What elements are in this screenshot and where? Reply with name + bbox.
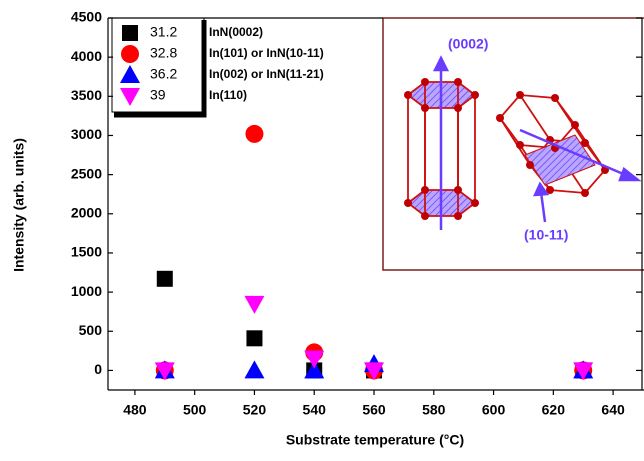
y-tick-label: 4500 xyxy=(71,9,102,25)
x-tick-label: 600 xyxy=(482,402,506,418)
x-tick-label: 500 xyxy=(183,402,207,418)
legend-label: In(110) xyxy=(209,88,247,102)
legend-value: 36.2 xyxy=(150,66,177,82)
y-tick-label: 2000 xyxy=(71,204,102,220)
legend-value: 39 xyxy=(150,87,166,103)
marker xyxy=(244,360,264,378)
legend-label: InN(0002) xyxy=(209,25,263,39)
page: {"chart_data": {"type": "scatter", "xlab… xyxy=(0,0,644,461)
x-tick-label: 520 xyxy=(243,402,267,418)
marker xyxy=(121,45,139,63)
x-tick-label: 620 xyxy=(542,402,566,418)
legend-value: 32.8 xyxy=(150,45,177,61)
y-axis-title: Intensity (arb. units) xyxy=(11,138,27,272)
y-tick-label: 4000 xyxy=(71,48,102,64)
x-tick-label: 540 xyxy=(303,402,327,418)
legend-value: 31.2 xyxy=(150,24,177,40)
y-tick-label: 1500 xyxy=(71,244,102,260)
marker xyxy=(245,125,263,143)
legend-label: In(101) or InN(10-11) xyxy=(209,46,324,60)
y-tick-label: 0 xyxy=(94,361,102,377)
marker xyxy=(244,296,264,314)
legend-label: In(002) or InN(11-21) xyxy=(209,67,324,81)
x-tick-label: 580 xyxy=(422,402,446,418)
x-tick-label: 560 xyxy=(362,402,386,418)
inset-label: (0002) xyxy=(448,36,488,52)
inset: (0002) (10-11) xyxy=(383,18,644,270)
chart: (0002) (10-11) Intensity (arb. units) Su… xyxy=(0,0,644,461)
y-tick-label: 500 xyxy=(79,322,103,338)
marker xyxy=(122,25,138,41)
y-tick-label: 3000 xyxy=(71,126,102,142)
y-tick-label: 3500 xyxy=(71,87,102,103)
inset-label: (10-11) xyxy=(524,227,568,243)
y-tick-label: 2500 xyxy=(71,165,102,181)
marker xyxy=(157,271,173,287)
x-axis-title: Substrate temperature (°C) xyxy=(286,432,464,448)
x-tick-label: 480 xyxy=(123,402,147,418)
x-tick-label: 640 xyxy=(601,402,625,418)
marker xyxy=(246,330,262,346)
y-tick-label: 1000 xyxy=(71,283,102,299)
